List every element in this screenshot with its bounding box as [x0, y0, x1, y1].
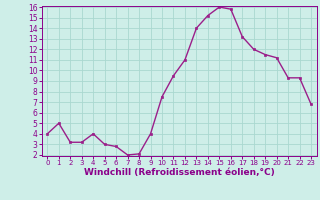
X-axis label: Windchill (Refroidissement éolien,°C): Windchill (Refroidissement éolien,°C) — [84, 168, 275, 177]
